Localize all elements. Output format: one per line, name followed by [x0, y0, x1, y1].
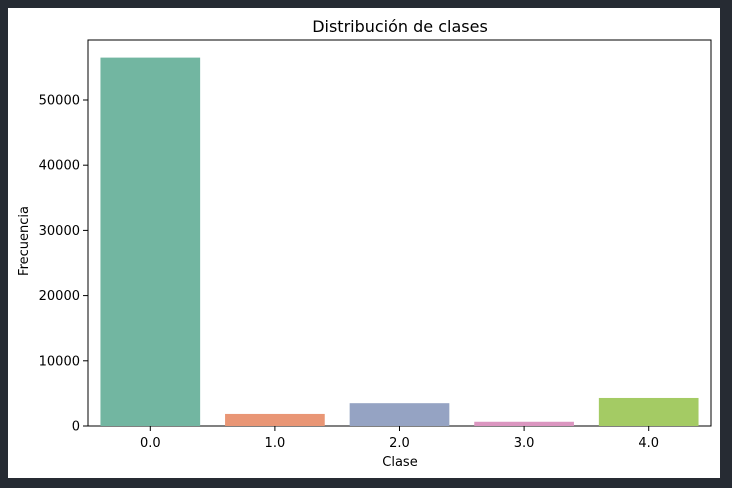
- bars: [100, 57, 699, 426]
- x-axis-ticks: 0.0 1.0 2.0 3.0 4.0: [140, 426, 659, 451]
- bar-3-0: [474, 421, 574, 426]
- x-tick-label: 4.0: [638, 436, 659, 451]
- x-tick-label: 3.0: [514, 436, 535, 451]
- x-tick-label: 0.0: [140, 436, 161, 451]
- y-tick-label: 10000: [39, 354, 80, 369]
- y-axis-label: Frecuencia: [17, 206, 32, 276]
- y-tick-label: 30000: [39, 224, 80, 239]
- bar-chart: Distribución de clases 0.0 1.0 2.0 3.0 4.0 0…: [17, 17, 712, 470]
- y-tick-label: 50000: [39, 93, 80, 108]
- bar-1-0: [225, 413, 325, 426]
- chart-figure: Distribución de clases 0.0 1.0 2.0 3.0 4.0 0…: [8, 8, 720, 478]
- x-axis-label: Clase: [382, 455, 417, 470]
- bar-4-0: [598, 397, 699, 426]
- x-tick-label: 1.0: [265, 436, 286, 451]
- bar-0-0: [100, 57, 201, 426]
- y-tick-label: 20000: [39, 289, 80, 304]
- x-tick-label: 2.0: [389, 436, 410, 451]
- y-tick-label: 40000: [39, 159, 80, 174]
- y-axis-ticks: 0 10000 20000 30000 40000 50000: [39, 93, 88, 435]
- chart-title: Distribución de clases: [312, 17, 488, 36]
- bar-2-0: [349, 403, 450, 426]
- y-tick-label: 0: [72, 420, 80, 435]
